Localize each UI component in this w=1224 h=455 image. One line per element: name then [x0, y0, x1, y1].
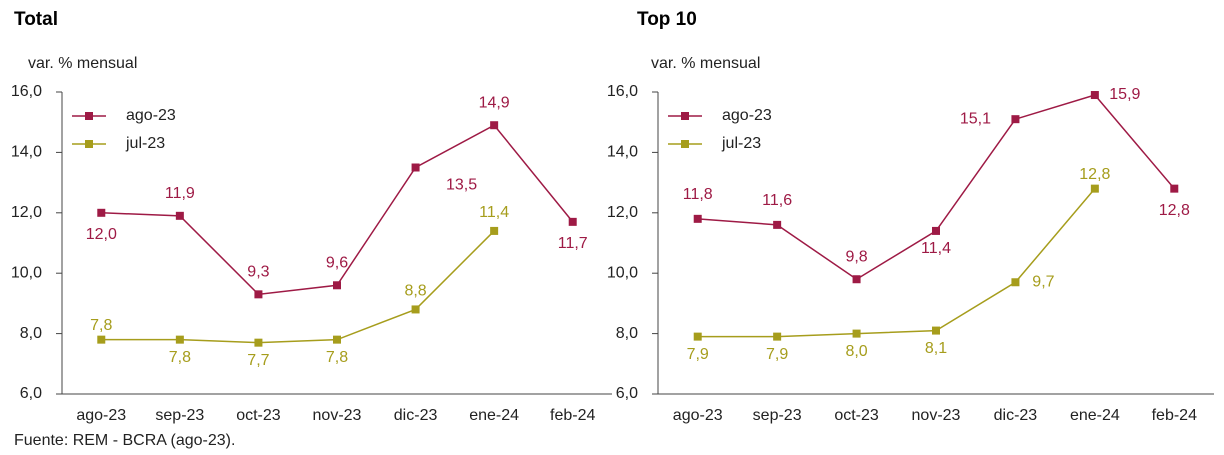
data-label: 15,9 — [1109, 86, 1140, 103]
data-point — [254, 338, 263, 347]
x-tick-label: sep-23 — [753, 407, 802, 424]
data-point — [175, 335, 184, 344]
chart-title: Top 10 — [637, 9, 697, 30]
x-tick-label: dic-23 — [994, 407, 1038, 424]
data-point — [1090, 91, 1099, 100]
legend-marker — [681, 112, 689, 120]
data-point — [1170, 184, 1179, 193]
y-tick-label: 12,0 — [11, 204, 42, 221]
series-line — [697, 188, 1096, 338]
data-label: 8,1 — [925, 340, 947, 357]
x-tick-label: ago-23 — [76, 407, 126, 424]
data-label: 9,8 — [845, 248, 867, 265]
legend-marker — [85, 112, 93, 120]
data-label: 14,9 — [479, 94, 510, 111]
x-tick-label: nov-23 — [912, 407, 961, 424]
legend-label: jul-23 — [721, 135, 761, 152]
x-tick-label: feb-24 — [1152, 407, 1197, 424]
data-label: 11,9 — [165, 185, 195, 202]
x-tick-label: dic-23 — [394, 407, 438, 424]
y-tick-label: 14,0 — [11, 144, 42, 161]
data-label: 9,7 — [1032, 273, 1054, 290]
legend-label: jul-23 — [125, 135, 165, 152]
data-label: 8,8 — [404, 283, 426, 300]
legend-label: ago-23 — [126, 107, 176, 124]
data-point — [254, 290, 263, 299]
data-point — [1011, 115, 1020, 124]
legend-marker — [681, 140, 689, 148]
data-point — [97, 208, 106, 217]
data-label: 9,3 — [247, 264, 269, 281]
data-point — [852, 275, 861, 284]
data-label: 11,4 — [921, 240, 951, 257]
data-point — [490, 226, 499, 235]
y-axis-label: var. % mensual — [28, 55, 137, 72]
data-label: 13,5 — [446, 177, 477, 194]
x-tick-label: ene-24 — [469, 407, 519, 424]
x-tick-label: ene-24 — [1070, 407, 1120, 424]
x-tick-label: oct-23 — [834, 407, 879, 424]
chart-title: Total — [14, 9, 58, 30]
data-point — [411, 305, 420, 314]
data-label: 7,9 — [766, 346, 788, 363]
legend-marker — [85, 140, 93, 148]
data-point — [1011, 278, 1020, 287]
y-tick-label: 8,0 — [20, 325, 42, 342]
data-point — [852, 329, 861, 338]
x-tick-label: oct-23 — [236, 407, 281, 424]
data-label: 7,8 — [169, 349, 191, 366]
y-tick-label: 16,0 — [11, 83, 42, 100]
data-label: 7,8 — [326, 349, 348, 366]
y-tick-label: 16,0 — [607, 83, 638, 100]
data-label: 8,0 — [845, 343, 867, 360]
data-point — [568, 217, 577, 226]
x-tick-label: ago-23 — [673, 407, 723, 424]
source-note: Fuente: REM - BCRA (ago-23). — [14, 432, 235, 449]
data-point — [175, 211, 184, 220]
data-label: 7,9 — [687, 346, 709, 363]
data-point — [1090, 184, 1099, 193]
series-line — [101, 230, 495, 344]
data-point — [932, 326, 940, 335]
data-label: 11,8 — [683, 186, 713, 203]
data-point — [932, 226, 940, 235]
data-point — [490, 121, 499, 130]
data-point — [693, 332, 702, 341]
data-point — [773, 220, 782, 229]
data-label: 11,6 — [762, 192, 792, 209]
data-label: 15,1 — [960, 110, 991, 127]
data-point — [693, 214, 702, 223]
y-tick-label: 6,0 — [616, 385, 638, 402]
data-point — [97, 335, 106, 344]
x-tick-label: nov-23 — [313, 407, 362, 424]
x-tick-label: sep-23 — [155, 407, 204, 424]
data-label: 7,8 — [90, 317, 112, 334]
data-label: 9,6 — [326, 254, 348, 271]
data-point — [333, 281, 341, 290]
y-tick-label: 8,0 — [616, 325, 638, 342]
y-axis-label: var. % mensual — [651, 55, 760, 72]
y-tick-label: 12,0 — [607, 204, 638, 221]
data-point — [333, 335, 341, 344]
y-tick-label: 10,0 — [11, 264, 42, 281]
data-label: 12,0 — [86, 226, 117, 243]
y-tick-label: 14,0 — [607, 144, 638, 161]
x-tick-label: feb-24 — [550, 407, 595, 424]
y-tick-label: 6,0 — [20, 385, 42, 402]
data-point — [411, 163, 420, 172]
data-label: 11,4 — [479, 204, 509, 221]
data-point — [773, 332, 782, 341]
data-label: 12,8 — [1079, 166, 1110, 183]
data-label: 11,7 — [558, 235, 588, 252]
legend-label: ago-23 — [722, 107, 772, 124]
data-label: 12,8 — [1159, 202, 1190, 219]
y-tick-label: 10,0 — [607, 264, 638, 281]
data-label: 7,7 — [247, 352, 269, 369]
